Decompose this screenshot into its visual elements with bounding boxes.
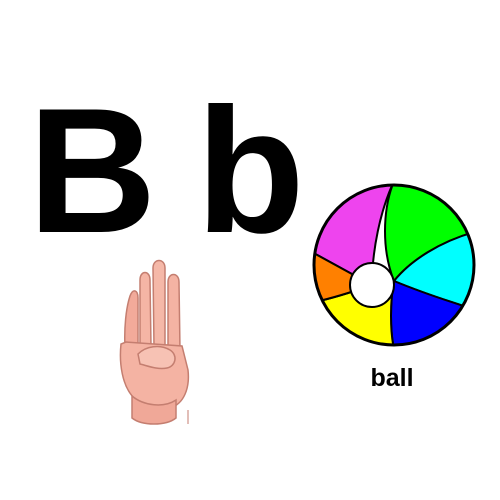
word-label: ball bbox=[370, 364, 414, 392]
asl-letter-b-hand-icon bbox=[119, 259, 190, 425]
beach-ball-icon bbox=[312, 183, 476, 347]
uppercase-letter: B bbox=[28, 71, 157, 270]
lowercase-letter: b bbox=[196, 71, 305, 270]
